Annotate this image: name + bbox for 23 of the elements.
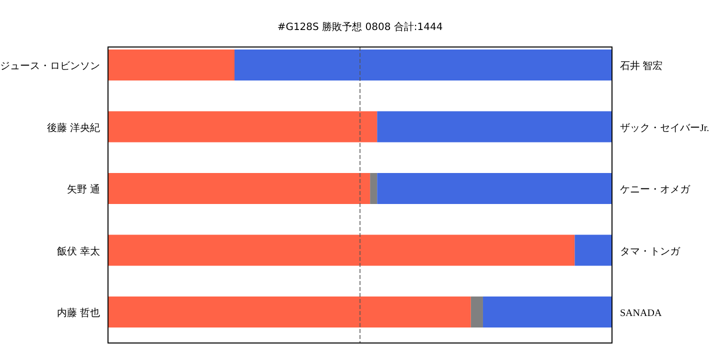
- bar: [574, 234, 612, 266]
- text: 石井 智宏: [620, 60, 662, 72]
- bar: [108, 50, 235, 80]
- bar: [377, 173, 612, 204]
- bar: [108, 234, 575, 266]
- y-tick-label: 内藤 哲也: [56, 307, 100, 319]
- bar: [108, 111, 378, 142]
- bar: [377, 111, 612, 142]
- y-tick-label: 飯伏 幸太: [56, 245, 100, 258]
- chart-title: #G128S 勝敗予想 0808 合計:1444: [277, 21, 443, 33]
- y-tick-label: 後藤 洋央紀: [46, 122, 100, 134]
- bar: [108, 296, 471, 328]
- text: タマ・トンガ: [620, 246, 681, 258]
- bar: [370, 173, 378, 204]
- text: SANADA: [620, 308, 662, 319]
- text: ザック・セイバーJr.: [620, 122, 710, 134]
- bar: [108, 173, 370, 204]
- bar: [482, 296, 612, 328]
- bar: [234, 50, 612, 80]
- y-tick-label: 矢野 通: [66, 184, 100, 196]
- y-tick-label: ジュース・ロビンソン: [0, 61, 100, 72]
- bar: [470, 296, 483, 328]
- text: ケニー・オメガ: [620, 184, 691, 196]
